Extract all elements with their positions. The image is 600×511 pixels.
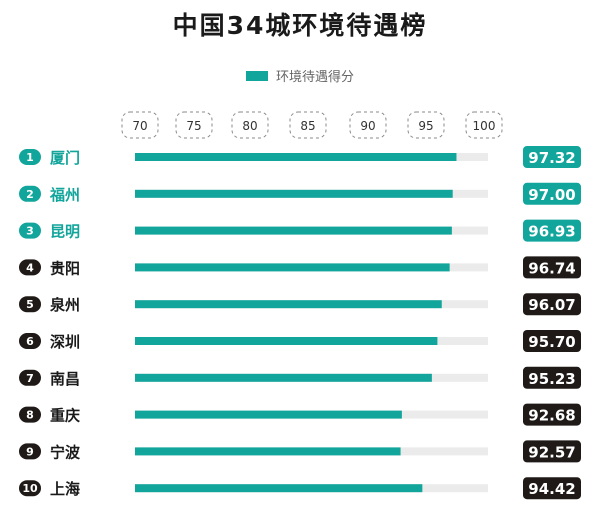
bar — [135, 226, 452, 235]
x-tick-label: 85 — [300, 119, 315, 133]
rank-badge — [19, 333, 41, 349]
rank-number: 4 — [26, 261, 34, 274]
tick-box — [289, 111, 327, 139]
x-tick-label: 100 — [473, 119, 496, 133]
value-label: 96.74 — [528, 259, 575, 277]
rank-badge — [19, 149, 41, 165]
city-label: 福州 — [49, 186, 80, 204]
value-badge — [523, 477, 581, 500]
x-tick-label: 90 — [360, 119, 375, 133]
city-label: 深圳 — [50, 333, 80, 351]
tick-box — [175, 111, 213, 139]
rank-number: 3 — [26, 225, 34, 238]
bar — [135, 447, 401, 456]
rank-badge — [19, 296, 41, 313]
value-badge — [523, 182, 581, 205]
rank-badge — [19, 259, 41, 276]
value-label: 95.23 — [528, 370, 575, 388]
value-badge — [523, 440, 581, 463]
value-badge — [523, 403, 581, 426]
value-label: 97.32 — [528, 149, 575, 167]
bar — [135, 410, 402, 419]
x-tick-label: 95 — [418, 119, 433, 133]
rank-badge — [19, 480, 41, 497]
city-label: 贵阳 — [50, 259, 80, 277]
bar — [135, 484, 423, 493]
rank-number: 1 — [26, 151, 34, 164]
rank-badge — [19, 222, 41, 239]
value-badge — [523, 256, 581, 279]
tick-box — [407, 111, 445, 139]
rank-badge — [19, 406, 41, 423]
rank-number: 6 — [26, 335, 34, 348]
x-tick-label: 75 — [186, 119, 201, 133]
city-label: 厦门 — [50, 149, 80, 167]
legend-label: 环境待遇得分 — [275, 70, 354, 85]
bar — [135, 300, 442, 309]
value-label: 92.57 — [528, 443, 575, 461]
value-label: 94.42 — [528, 480, 575, 498]
legend-swatch — [245, 70, 268, 81]
value-label: 95.70 — [528, 333, 575, 351]
city-label: 宁波 — [50, 443, 81, 461]
rank-number: 2 — [26, 188, 34, 201]
x-tick-label: 70 — [132, 119, 147, 133]
legend: 环境待遇得分 — [0, 66, 600, 85]
tick-box — [231, 111, 269, 139]
value-label: 96.07 — [528, 296, 575, 314]
rank-badge — [19, 369, 41, 386]
value-badge — [523, 293, 581, 316]
rank-badge — [19, 185, 41, 202]
value-badge — [523, 330, 581, 352]
value-badge — [523, 219, 581, 242]
city-label: 南昌 — [50, 370, 80, 388]
rank-badge — [19, 443, 41, 460]
value-badge — [523, 146, 581, 168]
bar — [135, 189, 453, 198]
bar — [135, 263, 450, 272]
rank-number: 9 — [26, 445, 34, 458]
rank-number: 7 — [26, 372, 34, 385]
city-label: 重庆 — [50, 407, 80, 425]
chart-title: 中国34城环境待遇榜 — [172, 11, 428, 40]
city-label: 上海 — [50, 480, 80, 498]
value-label: 96.93 — [528, 223, 575, 241]
value-label: 92.68 — [528, 407, 575, 425]
bar — [135, 373, 432, 382]
tick-box — [349, 111, 387, 139]
value-badge — [523, 366, 581, 389]
bar — [135, 337, 438, 345]
bar — [135, 153, 457, 161]
value-label: 97.00 — [528, 186, 575, 204]
tick-box — [121, 111, 159, 139]
city-label: 昆明 — [50, 223, 80, 241]
rank-number: 10 — [22, 482, 38, 495]
tick-box — [465, 111, 503, 139]
x-tick-label: 80 — [242, 119, 257, 133]
rank-number: 5 — [26, 298, 34, 311]
city-label: 泉州 — [49, 296, 80, 314]
rank-number: 8 — [26, 409, 34, 422]
